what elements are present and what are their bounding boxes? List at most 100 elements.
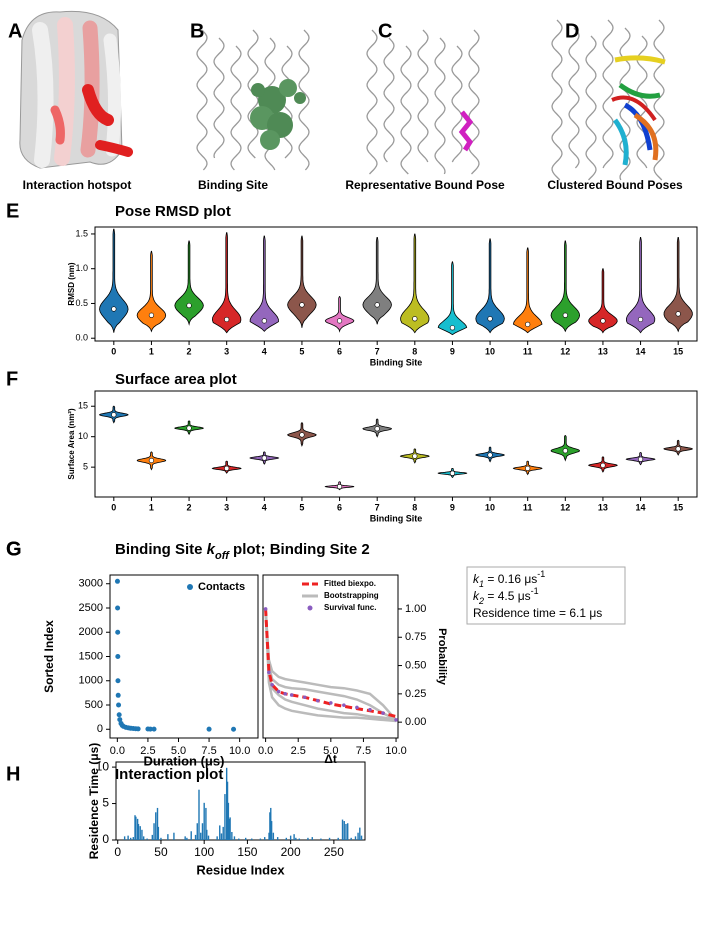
helix-surface [103,33,122,157]
bar [151,834,154,840]
y-tick-label: 0.50 [405,659,426,671]
median-dot [525,321,531,327]
y-tick-label: 0.75 [405,631,426,643]
y-tick-label: 0.0 [75,333,88,343]
y-tick-label: 0.25 [405,688,426,700]
y-tick-label: 1500 [79,650,103,662]
median-dot [637,456,644,462]
bar [244,837,247,840]
median-dot [525,465,531,471]
bar [233,836,236,840]
bar [153,823,155,840]
violin [400,233,430,334]
survival-point [381,711,385,715]
median-dot [299,302,305,308]
x-axis-label: Binding Site [370,357,423,367]
annotation-text: = 0.16 μs [484,572,537,586]
violin [324,296,355,333]
x-tick-label: 7.5 [201,745,216,757]
panel-caption: Representative Bound Pose [345,178,505,192]
bar [220,833,223,840]
median-dot [562,312,568,318]
x-tick-label: 15 [673,346,683,356]
scatter-point [151,726,157,732]
annotation-box [466,566,626,625]
median-dot [487,316,493,322]
x-tick-label: 14 [636,346,646,356]
y-tick-label: 15 [78,401,88,411]
helix-ribbon [602,19,614,169]
panel-caption: Interaction hotspot [23,178,132,192]
bar [157,826,160,840]
median-dot [374,302,380,308]
median-dot [261,318,267,324]
annotation-text: Residence time = 6.1 μs [473,606,602,620]
survival-point [289,693,294,697]
plot-frame [94,390,698,498]
median-dot [224,465,230,471]
bar [359,827,361,840]
x-tick-label: 15 [673,502,683,512]
bar [146,838,148,840]
bar [156,807,159,840]
bar [259,838,262,840]
survival-point [315,698,320,703]
x-tick-label: 6 [337,502,342,512]
x-tick-label: 0.0 [110,745,125,757]
y-tick-label: 10 [78,431,88,441]
helix-ribbon [551,19,563,181]
x-axis-label: Residue Index [196,862,285,877]
bar [293,834,295,840]
survival-point [368,707,372,712]
helix-ribbon [383,37,395,163]
median-dot [637,316,644,323]
panel-caption: Clustered Bound Poses [547,178,683,192]
chart-title: Interaction plot [115,766,223,783]
x-tick-label: 13 [598,346,608,356]
median-dot [600,318,606,324]
annotation-superscript: -1 [537,569,545,579]
x-tick-label: 0 [114,845,121,859]
bar [226,781,229,840]
panel-caption: Binding Site [198,178,268,192]
bar [123,836,126,840]
bar [184,836,186,840]
violin [136,250,167,333]
bar [135,816,137,840]
violin [550,240,581,333]
bar [264,837,266,840]
bar [341,819,344,840]
bar [229,817,231,840]
bar [200,832,202,840]
panel-c-pose [458,110,474,152]
bar [142,836,145,840]
bar [320,838,322,840]
y-axis-label: RMSD (nm) [67,262,76,305]
bar [190,831,192,840]
violin [362,237,392,325]
ligand-pose [618,82,661,99]
scatter-point [115,678,121,684]
bar [270,807,272,840]
bar [328,837,331,840]
chart-title: Pose RMSD plot [115,203,231,220]
bar [270,821,273,840]
y-tick-label: 3000 [79,578,103,590]
survival-point [329,701,333,705]
bar [216,836,218,840]
survival-point [342,703,346,707]
scatter-point [116,702,122,708]
bar [347,823,349,840]
scatter-point [117,717,123,723]
annotation-line: k1 = 0.16 μs-1 [473,569,545,589]
ligand-pose [611,95,657,122]
bar [196,823,198,840]
panel-letter: F [6,368,18,390]
panel-letter: A [8,20,22,42]
x-tick-label: 0.0 [258,745,273,757]
x-tick-label: 7.5 [356,745,371,757]
bar [207,835,210,840]
survival-point [394,718,398,722]
bar [194,834,197,840]
